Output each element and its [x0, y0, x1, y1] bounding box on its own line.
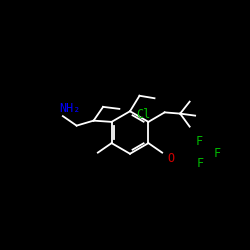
Text: NH₂: NH₂: [59, 102, 81, 115]
Text: F: F: [196, 157, 203, 170]
Text: Cl: Cl: [136, 108, 151, 122]
Text: F: F: [195, 135, 202, 148]
Text: F: F: [214, 147, 221, 160]
Text: O: O: [168, 152, 175, 165]
